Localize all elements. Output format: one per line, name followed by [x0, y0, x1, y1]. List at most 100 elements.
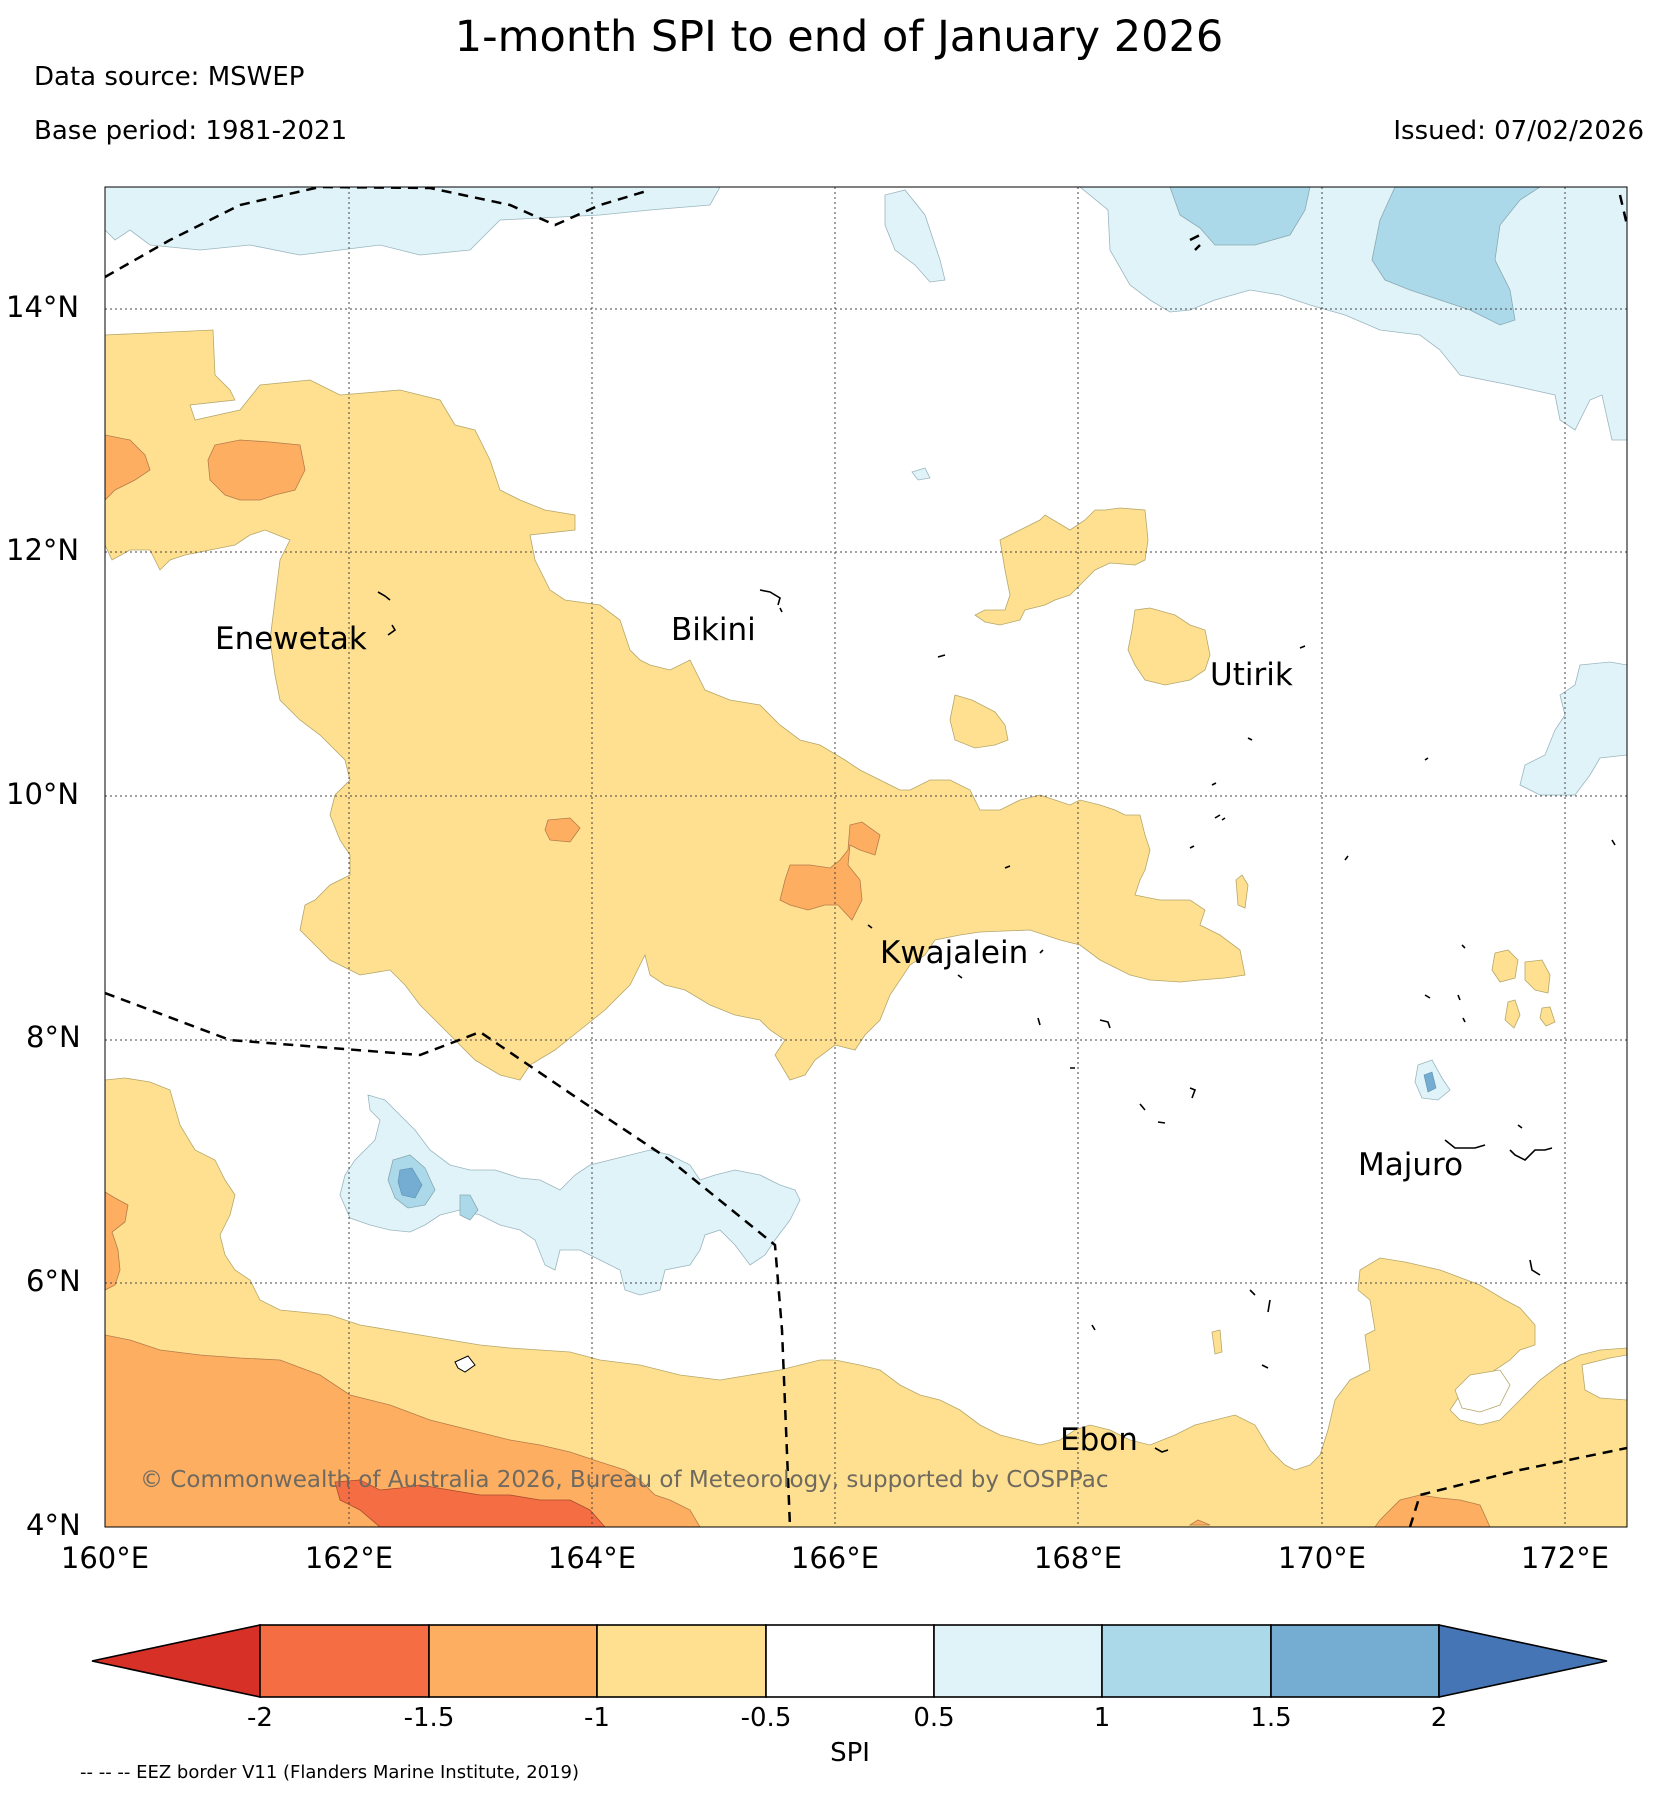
atoll-ebon: [1154, 1447, 1169, 1453]
spi-region-wet-southwest: [339, 1094, 801, 1296]
spi-region-dry-central-core-2: [779, 821, 881, 921]
spi-map: [104, 186, 1628, 1528]
atoll-outlines: [377, 589, 1616, 1453]
spi-region-wet-northeast-core: [1169, 187, 1311, 246]
spi-region-dry-west-core-2: [207, 439, 306, 501]
atoll-aur: [1344, 855, 1349, 861]
spi-region-dry-south-west-edge: [105, 1191, 129, 1291]
spi-region-dry-islet-5: [1539, 1006, 1556, 1027]
colorbar-tick--2: -2: [247, 1703, 273, 1733]
colorbar-tick-0.5: 0.5: [913, 1703, 955, 1733]
atoll-kwajalein: [867, 924, 1044, 954]
atoll-utirik: [1299, 645, 1306, 649]
eez-border-northeast: [1618, 194, 1627, 226]
spi-contours: [105, 187, 1627, 1527]
spi-region-dry-west: [105, 329, 1246, 1081]
spi-region-wet-southwest-core-2: [397, 1167, 423, 1199]
page-title: 1-month SPI to end of January 2026: [454, 12, 1224, 62]
issued-date-label: Issued: 07/02/2026: [1393, 116, 1644, 146]
place-label-bikini: Bikini: [671, 612, 756, 648]
atoll-misc: [957, 737, 1616, 1369]
colorbar-segment-3: [596, 1624, 767, 1698]
colorbar-segment-7: [1270, 1624, 1440, 1698]
colorbar-tick--1.5: -1.5: [403, 1703, 455, 1733]
eez-border-southeast: [1408, 1446, 1627, 1527]
data-source-label: Data source: MSWEP: [34, 62, 305, 92]
lat-tick-12: 12°N: [6, 533, 80, 567]
spi-region-wet-southwest-core-3: [459, 1194, 479, 1221]
spi-region-dry-islet-4: [1504, 999, 1521, 1029]
colorbar-extend-high: [1438, 1624, 1608, 1698]
spi-region-dry-southwest-mid: [105, 1334, 701, 1527]
spi-region-dry-islet-3: [1524, 959, 1551, 994]
atoll-enewetak: [377, 591, 397, 636]
colorbar-tick--0.5: -0.5: [740, 1703, 792, 1733]
spi-region-normal-south-hole-2: [1581, 1354, 1627, 1401]
place-label-enewetak: Enewetak: [215, 621, 367, 657]
eez-border-northeast-2: [1189, 233, 1201, 251]
lon-tick-172: 172°E: [1520, 1541, 1610, 1575]
colorbar-extend-low: [91, 1624, 261, 1698]
colorbar-tick-1.5: 1.5: [1250, 1703, 1292, 1733]
lat-tick-4: 4°N: [26, 1508, 81, 1542]
lat-tick-6: 6°N: [26, 1264, 81, 1298]
colorbar-segment-6: [1101, 1624, 1272, 1698]
lon-tick-164: 164°E: [547, 1541, 637, 1575]
place-label-ebon: Ebon: [1060, 1422, 1138, 1458]
spi-region-dry-south: [105, 1077, 1627, 1527]
place-label-utirik: Utirik: [1210, 657, 1293, 693]
lon-tick-168: 168°E: [1033, 1541, 1123, 1575]
spi-region-wet-north-small: [884, 189, 946, 283]
copyright-text: © Commonwealth of Australia 2026, Bureau…: [140, 1467, 1109, 1493]
colorbar-tick-1: 1: [1093, 1703, 1111, 1733]
spi-region-normal-south-hole: [1454, 1369, 1511, 1413]
lat-tick-8: 8°N: [26, 1020, 81, 1054]
atoll-wotje: [1424, 757, 1429, 761]
lon-tick-160: 160°E: [60, 1541, 150, 1575]
spi-region-dry-small-se: [1188, 1519, 1211, 1526]
lat-tick-14: 14°N: [6, 290, 80, 324]
atoll-rongelap: [937, 654, 946, 658]
islet-outline-1: [911, 467, 931, 481]
atoll-arno: [1529, 1259, 1541, 1276]
atoll-namu: [1139, 1087, 1197, 1124]
atoll-majuro: [1444, 1124, 1553, 1161]
place-label-kwajalein: Kwajalein: [880, 935, 1029, 971]
atoll-maloelap: [1214, 814, 1226, 821]
spi-region-dry-central-core-1: [544, 817, 581, 843]
lon-tick-170: 170°E: [1277, 1541, 1367, 1575]
colorbar-tick--1: -1: [584, 1703, 610, 1733]
lon-tick-162: 162°E: [304, 1541, 394, 1575]
colorbar-label: SPI: [830, 1738, 870, 1768]
islet-outline-2: [454, 1355, 476, 1373]
lat-tick-10: 10°N: [6, 777, 80, 811]
spi-region-dry-utirik-1: [974, 507, 1149, 626]
colorbar-segment-1: [259, 1624, 430, 1698]
spi-region-wet-northeast-core-2: [1371, 187, 1541, 326]
eez-border-north: [105, 187, 651, 279]
spi-region-dry-islet-1: [1235, 874, 1249, 909]
spi-region-dry-southeast-core: [1374, 1494, 1491, 1527]
spi-region-dry-islet-2: [1491, 949, 1519, 983]
atoll-jaluit: [1249, 1289, 1271, 1313]
colorbar-tick-2: 2: [1430, 1703, 1448, 1733]
spi-region-wet-islet-core: [1423, 1071, 1437, 1093]
spi-region-dry-utirik-3: [949, 694, 1009, 749]
atoll-lae: [1004, 865, 1011, 869]
footnote-eez: -- -- -- EEZ border V11 (Flanders Marine…: [80, 1762, 580, 1783]
eez-borders: [105, 187, 1627, 1527]
map-frame: [104, 186, 1628, 1528]
spi-region-wet-north: [105, 187, 721, 256]
colorbar-segment-5: [933, 1624, 1103, 1698]
colorbar-segment-4: [765, 1624, 935, 1698]
colorbar-segment-2: [428, 1624, 598, 1698]
spi-region-wet-east: [1519, 661, 1627, 796]
spi-region-dry-west-core-1: [105, 434, 151, 501]
spi-region-dry-utirik-2: [1127, 607, 1211, 686]
lon-tick-166: 166°E: [790, 1541, 880, 1575]
atoll-bikini: [759, 589, 783, 613]
colorbar: [91, 1624, 1608, 1698]
spi-region-dry-south-core: [334, 1479, 606, 1527]
map-gridlines: [105, 187, 1627, 1527]
base-period-label: Base period: 1981-2021: [34, 116, 348, 146]
